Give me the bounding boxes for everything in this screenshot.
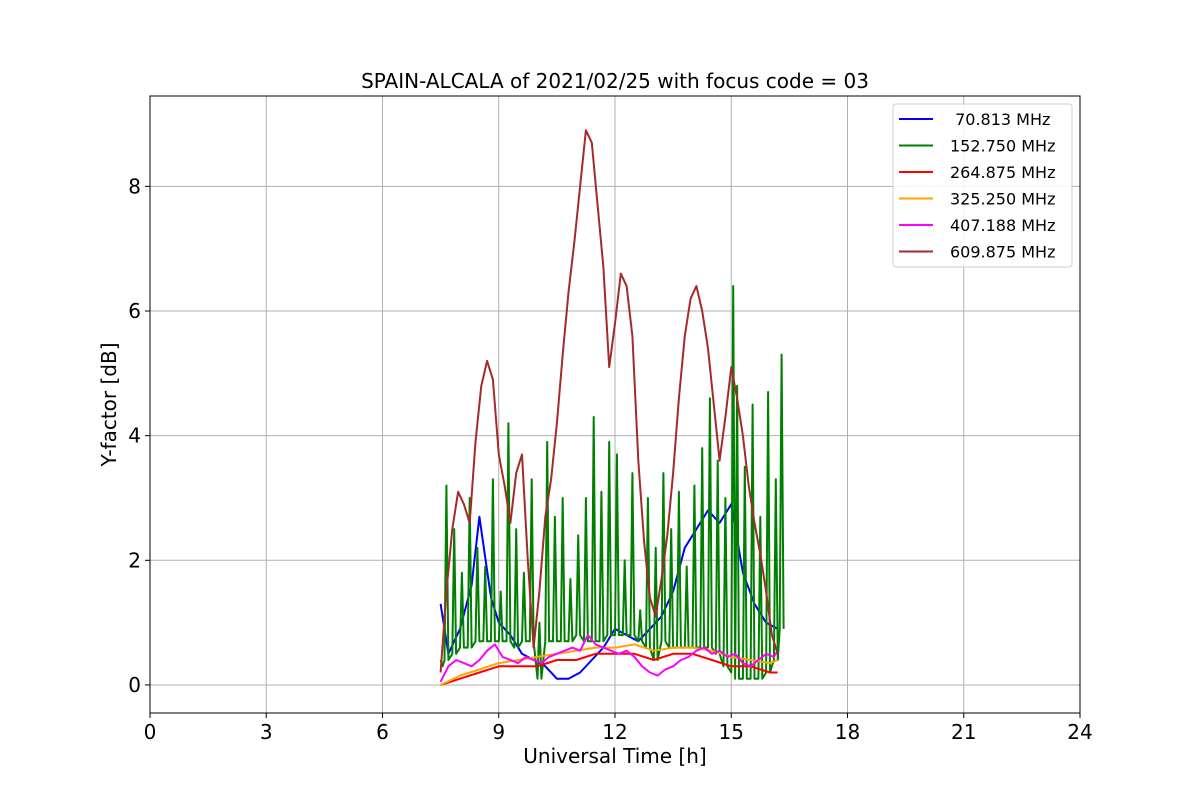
- legend-item: 325.250 MHz: [899, 190, 1055, 209]
- y-axis-label: Y-factor [dB]: [97, 342, 121, 467]
- legend: 70.813 MHz 152.750 MHz 264.875 MHz 325.250 …: [892, 103, 1073, 268]
- legend-item: 264.875 MHz: [899, 163, 1055, 182]
- x-tick-label: 3: [260, 720, 273, 744]
- legend-label: 407.188 MHz: [950, 216, 1055, 235]
- x-axis: 0 3 6 9 12 15 18 21 24: [144, 713, 1093, 744]
- legend-box: [892, 103, 1073, 268]
- y-tick-label: 0: [128, 673, 141, 697]
- legend-label: 609.875 MHz: [950, 243, 1055, 262]
- x-tick-label: 18: [835, 720, 860, 744]
- x-tick-label: 24: [1067, 720, 1092, 744]
- legend-label: 325.250 MHz: [950, 190, 1055, 209]
- legend-item: 609.875 MHz: [899, 243, 1055, 262]
- series-line: [439, 285, 785, 680]
- legend-label: 152.750 MHz: [950, 137, 1055, 156]
- series-line: [440, 643, 779, 686]
- y-tick-label: 4: [128, 424, 141, 448]
- legend-item: 70.813 MHz: [899, 110, 1050, 129]
- y-axis: 0 2 4 6 8: [128, 174, 150, 697]
- chart-title: SPAIN-ALCALA of 2021/02/25 with focus co…: [361, 69, 869, 93]
- y-tick-label: 6: [128, 299, 141, 323]
- legend-item: 407.188 MHz: [899, 216, 1055, 235]
- series-3: [440, 643, 779, 686]
- x-axis-label: Universal Time [h]: [523, 744, 706, 768]
- x-tick-label: 21: [951, 720, 976, 744]
- series-4: [439, 634, 779, 683]
- series-5: [439, 129, 779, 673]
- series-line: [439, 634, 779, 683]
- x-tick-label: 15: [719, 720, 744, 744]
- x-tick-label: 12: [602, 720, 627, 744]
- series-line: [440, 652, 778, 686]
- legend-item: 152.750 MHz: [899, 137, 1055, 156]
- legend-label: 70.813 MHz: [950, 110, 1050, 129]
- legend-label: 264.875 MHz: [950, 163, 1055, 182]
- y-tick-label: 8: [128, 174, 141, 198]
- series-line: [439, 129, 779, 673]
- y-tick-label: 2: [128, 548, 141, 572]
- series-layer: [439, 129, 785, 686]
- x-tick-label: 0: [144, 720, 157, 744]
- series-1: [439, 285, 785, 680]
- series-2: [440, 652, 778, 686]
- x-tick-label: 9: [492, 720, 505, 744]
- x-tick-label: 6: [376, 720, 389, 744]
